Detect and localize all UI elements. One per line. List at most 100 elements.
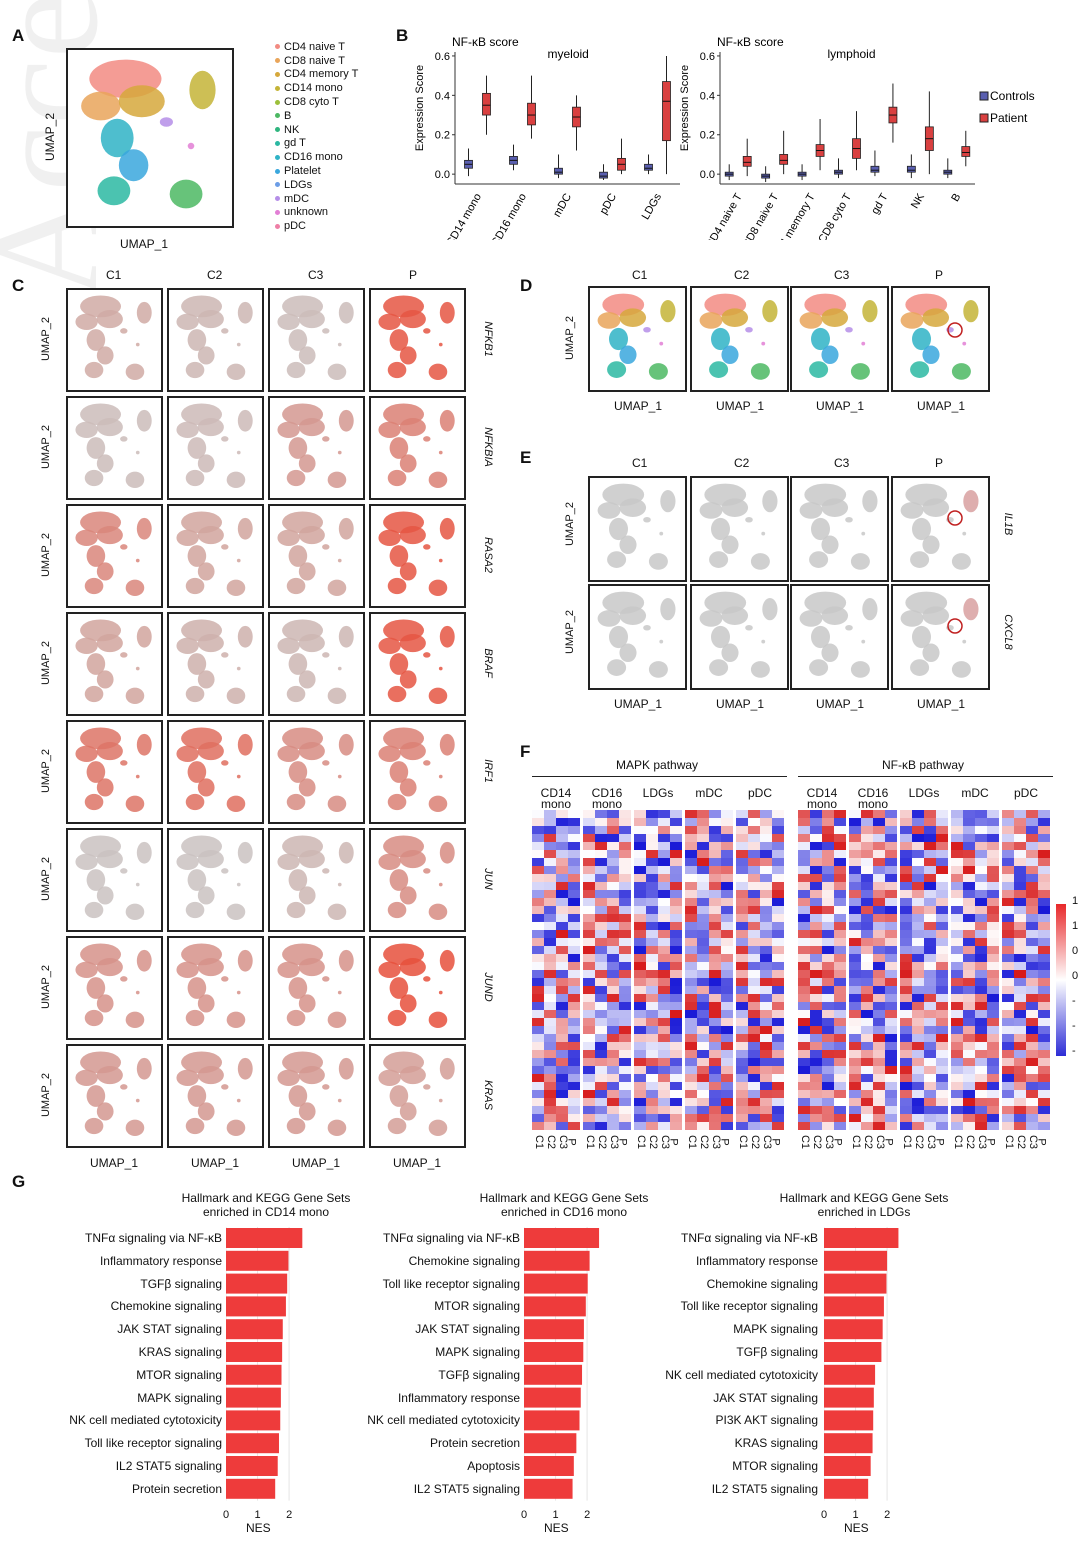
gene-umap-cluster (187, 653, 207, 675)
heatmap-cell (736, 1082, 749, 1091)
legend-item: Platelet (275, 164, 358, 178)
sample-umap-cluster (699, 312, 723, 329)
heatmap-cell (670, 882, 682, 891)
umap-a-cluster (97, 176, 131, 206)
celltype-header: CD16 mono (857, 786, 889, 811)
heatmap-cell (834, 882, 846, 891)
heatmap-cell (568, 962, 580, 971)
heatmap-cell (936, 1002, 948, 1011)
heatmap-cell (685, 1106, 698, 1115)
heatmap-cell (670, 962, 682, 971)
heatmap-cell (583, 890, 596, 899)
umap-a-cluster (169, 179, 203, 209)
heatmap-cell (544, 1090, 557, 1099)
gene-umap-plot (75, 943, 152, 1028)
gene-umap-cluster (298, 346, 316, 365)
heatmap-cell (873, 842, 886, 851)
heatmap-cell (912, 954, 925, 963)
heatmap-cell (532, 970, 545, 979)
heatmap-cell (951, 930, 964, 939)
heatmap-cell (885, 874, 897, 883)
cytokine-umap-cluster (709, 659, 729, 676)
gene-umap-tile (167, 828, 264, 932)
box-controls (554, 167, 563, 175)
heatmap-cell (1026, 1002, 1039, 1011)
heatmap-cell (568, 826, 580, 835)
heatmap-cell (646, 826, 659, 835)
heatmap-cell (810, 1090, 823, 1099)
heatmap-cell (1038, 826, 1050, 835)
heatmap-cell (685, 1034, 698, 1043)
gene-umap-cluster (288, 977, 308, 999)
heatmap-cell (685, 1082, 698, 1091)
heatmap-cell (595, 970, 608, 979)
heatmap-cell (556, 922, 569, 931)
heatmap-cell (532, 1058, 545, 1067)
legend-dot (275, 127, 280, 133)
colorbar-tick: 0 (1072, 970, 1079, 982)
heatmap-cell (646, 858, 659, 867)
gene-umap-cluster (327, 471, 347, 488)
heatmap-cell (619, 906, 631, 915)
heatmap-cell (798, 818, 811, 827)
heatmap-cell (709, 1090, 722, 1099)
heatmap-cell (595, 962, 608, 971)
heatmap-cell (810, 946, 823, 955)
gene-umap-plot (176, 835, 253, 920)
heatmap-cell (646, 834, 659, 843)
heatmap-cell (834, 946, 846, 955)
heatmap-cell (736, 826, 749, 835)
heatmap-cell (849, 874, 862, 883)
heatmap-cell (849, 1018, 862, 1027)
heatmap-cell (736, 986, 749, 995)
heatmap-cell (963, 826, 976, 835)
box-patient (742, 156, 752, 167)
cytokine-umap-cluster (799, 502, 823, 519)
nes-bar (226, 1228, 303, 1248)
heatmap-cell (900, 1002, 913, 1011)
gene-umap-cluster (185, 469, 205, 487)
heatmap-cell (861, 1090, 874, 1099)
gene-umap-cluster (288, 545, 308, 567)
heatmap-cell (721, 1010, 733, 1019)
heatmap-cell (885, 1058, 897, 1067)
heatmap-cell (583, 994, 596, 1003)
cytokine-umap-cluster (609, 517, 628, 541)
gene-umap-cluster (439, 517, 455, 540)
heatmap-cell (619, 1122, 631, 1130)
heatmap-cell (772, 882, 784, 891)
legend-label: Controls (990, 89, 1035, 103)
gene-umap-tile (268, 936, 365, 1040)
heatmap-cell (900, 834, 913, 843)
category-label: CD14 mono (444, 192, 484, 241)
gene-umap-plot (75, 511, 152, 596)
heatmap-cell (646, 810, 659, 819)
legend-label: B (284, 109, 292, 122)
heatmap-cell (1038, 946, 1050, 955)
sample-umap-tile (891, 286, 990, 392)
gene-umap-cluster (136, 733, 152, 756)
umap-xlabel: UMAP_1 (191, 1156, 240, 1170)
gene-umap-cluster (197, 454, 215, 473)
heatmap-cell (1014, 818, 1027, 827)
heatmap-cell (798, 810, 811, 819)
heatmap-cell (1038, 866, 1050, 875)
heatmap-cell (849, 946, 862, 955)
category-label: CD8 cyto T (816, 191, 854, 240)
gene-umap-cluster (96, 562, 114, 581)
heatmap-cell (951, 978, 964, 987)
gene-umap-cluster (237, 949, 253, 972)
sample-umap-cluster (821, 345, 839, 365)
heatmap-cell (798, 1098, 811, 1107)
heatmap-cell (963, 986, 976, 995)
heatmap-cell (736, 1002, 749, 1011)
heatmap-cell (619, 930, 631, 939)
heatmap-cell (685, 842, 698, 851)
heatmap-cell (822, 1066, 835, 1075)
heatmap-cell (646, 1050, 659, 1059)
heatmap-cell (532, 978, 545, 987)
heatmap-cell (975, 1082, 988, 1091)
heatmap-cell (544, 810, 557, 819)
heatmap-cell (736, 842, 749, 851)
cytokine-umap-tile (790, 476, 889, 582)
